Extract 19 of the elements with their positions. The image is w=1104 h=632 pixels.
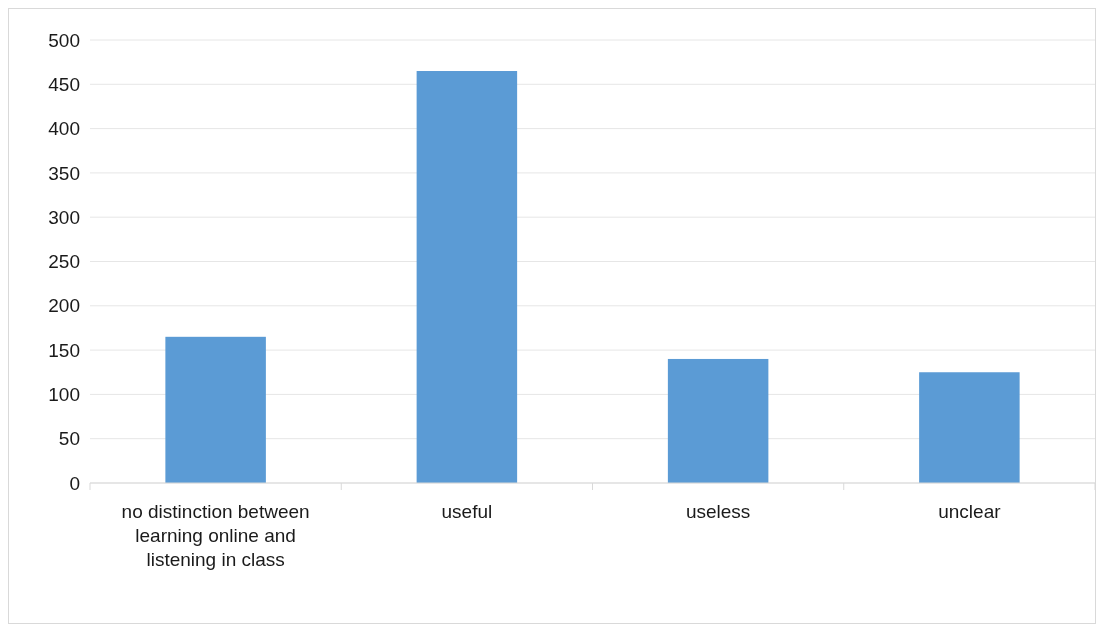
y-tick-label: 150 — [48, 339, 80, 361]
y-tick-label: 350 — [48, 162, 80, 184]
y-tick-label: 500 — [48, 29, 80, 51]
y-tick-label: 200 — [48, 295, 80, 317]
y-tick-label: 50 — [58, 428, 80, 450]
y-tick-label: 450 — [48, 73, 80, 95]
y-tick-label: 250 — [48, 251, 80, 273]
bar — [919, 372, 1020, 483]
x-tick-label: unclear — [938, 501, 1002, 522]
y-tick-label: 400 — [48, 118, 80, 140]
bar — [416, 71, 518, 483]
y-tick-label: 300 — [48, 206, 80, 228]
bar — [165, 336, 266, 483]
x-tick-label: useless — [685, 501, 751, 522]
x-tick-label: no distinction between learning online and listening in class — [121, 501, 310, 570]
y-tick-label: 100 — [48, 384, 80, 406]
bar — [667, 358, 769, 483]
y-tick-label: 0 — [69, 472, 80, 494]
x-tick-label: useful — [441, 501, 493, 522]
